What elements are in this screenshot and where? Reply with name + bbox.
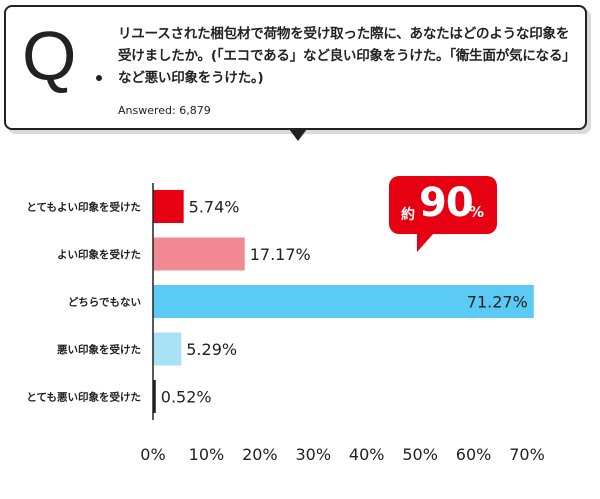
x-tick-label: 10% bbox=[189, 445, 225, 464]
question-box: Q リユースされた梱包材で荷物を受け取った際に、あなたはどのような印象を受けまし… bbox=[4, 5, 587, 141]
x-tick-label: 30% bbox=[296, 445, 332, 464]
badge-value: 90 bbox=[419, 180, 474, 226]
question-text: リユースされた梱包材で荷物を受け取った際に、あなたはどのような印象を受けましたか… bbox=[118, 26, 576, 86]
question-mark: Q bbox=[22, 17, 77, 95]
category-label: とても悪い印象を受けた bbox=[26, 391, 141, 404]
value-label: 5.29% bbox=[186, 340, 237, 359]
answered-count: Answered: 6,879 bbox=[118, 104, 211, 117]
badge-prefix: 約 bbox=[401, 207, 415, 223]
bar bbox=[153, 332, 182, 366]
bar bbox=[153, 190, 184, 223]
value-label: 17.17% bbox=[250, 245, 311, 264]
x-tick-label: 70% bbox=[509, 445, 545, 464]
category-label: よい印象を受けた bbox=[57, 248, 141, 261]
badge-suffix: % bbox=[469, 203, 485, 221]
category-label: とてもよい印象を受けた bbox=[26, 201, 141, 214]
x-tick-label: 20% bbox=[242, 445, 278, 464]
x-tick-label: 0% bbox=[140, 445, 165, 464]
value-label: 5.74% bbox=[189, 198, 240, 217]
category-label: どちらでもない bbox=[68, 296, 141, 309]
value-label: 0.52% bbox=[161, 388, 212, 407]
bar bbox=[153, 237, 245, 271]
x-tick-label: 50% bbox=[402, 445, 438, 464]
approx-90-badge: 約 90 % bbox=[389, 176, 497, 252]
category-label: 悪い印象を受けた bbox=[57, 343, 141, 356]
x-tick-label: 40% bbox=[349, 445, 385, 464]
bar bbox=[153, 285, 534, 318]
value-label: 71.27% bbox=[467, 293, 528, 312]
question-mark-dot bbox=[96, 75, 102, 81]
x-tick-label: 60% bbox=[456, 445, 492, 464]
bar bbox=[153, 380, 156, 413]
